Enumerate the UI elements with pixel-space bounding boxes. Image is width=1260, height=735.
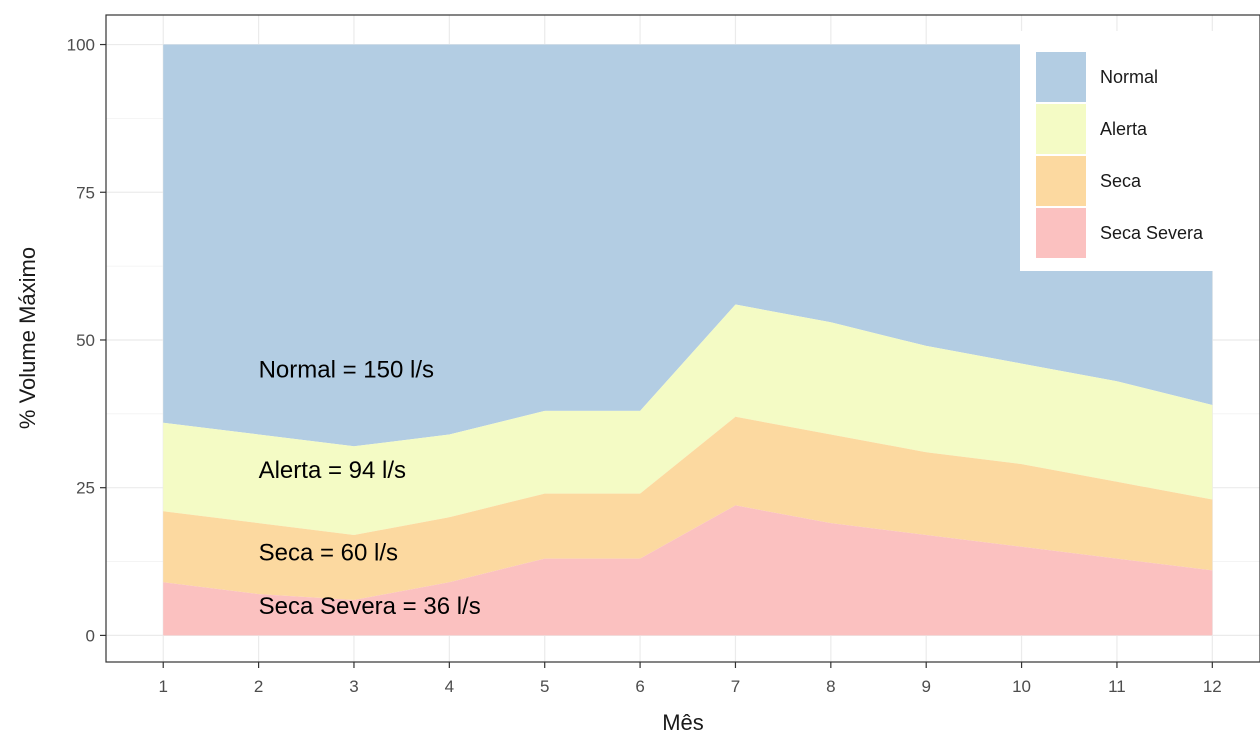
y-tick-label: 25 [76,479,95,498]
x-tick-label: 4 [445,677,454,696]
legend-label: Seca [1100,171,1142,191]
legend: Normal Alerta Seca Seca Severa [1020,31,1260,271]
x-tick-label: 10 [1012,677,1031,696]
x-tick-label: 5 [540,677,549,696]
legend-label: Seca Severa [1100,223,1204,243]
annotations: Normal = 150 l/s Alerta = 94 l/s Seca = 60… [259,357,481,620]
area-normal [163,44,1213,447]
x-tick-label: 2 [254,677,263,696]
x-tick-label: 9 [921,677,930,696]
x-tick-label: 11 [1108,677,1126,696]
x-tick-label: 12 [1203,677,1222,696]
x-tick-label: 1 [158,677,167,696]
legend-label: Alerta [1100,119,1148,139]
area-seca-severa [163,505,1213,636]
x-tick-label: 3 [349,677,358,696]
y-tick-label: 50 [76,331,95,350]
legend-key [1036,104,1086,154]
y-axis-title: % Volume Máximo [15,247,40,429]
annotation-label: Alerta = 94 l/s [259,457,406,484]
panel-border [105,14,1260,663]
x-tick-label: 8 [826,677,835,696]
y-tick-label: 100 [67,36,95,55]
legend-key [1036,208,1086,258]
x-axis-title: Mês [662,710,704,735]
y-tick-label: 75 [76,183,95,202]
legend-key [1036,52,1086,102]
annotation-label: Seca = 60 l/s [259,540,398,567]
area-alerta [163,304,1213,535]
annotation-label: Seca Severa = 36 l/s [259,593,481,620]
legend-key [1036,156,1086,206]
x-tick-label: 7 [731,677,740,696]
legend-label: Normal [1100,67,1158,87]
x-axis: 1 2 3 4 5 6 7 8 9 10 11 12 [158,662,1222,696]
y-axis: 0 25 50 75 100 [67,36,106,645]
x-tick-label: 6 [635,677,644,696]
area-seca [163,416,1213,600]
area-series [163,44,1213,636]
y-tick-label: 0 [86,626,95,645]
annotation-label: Normal = 150 l/s [259,357,434,384]
